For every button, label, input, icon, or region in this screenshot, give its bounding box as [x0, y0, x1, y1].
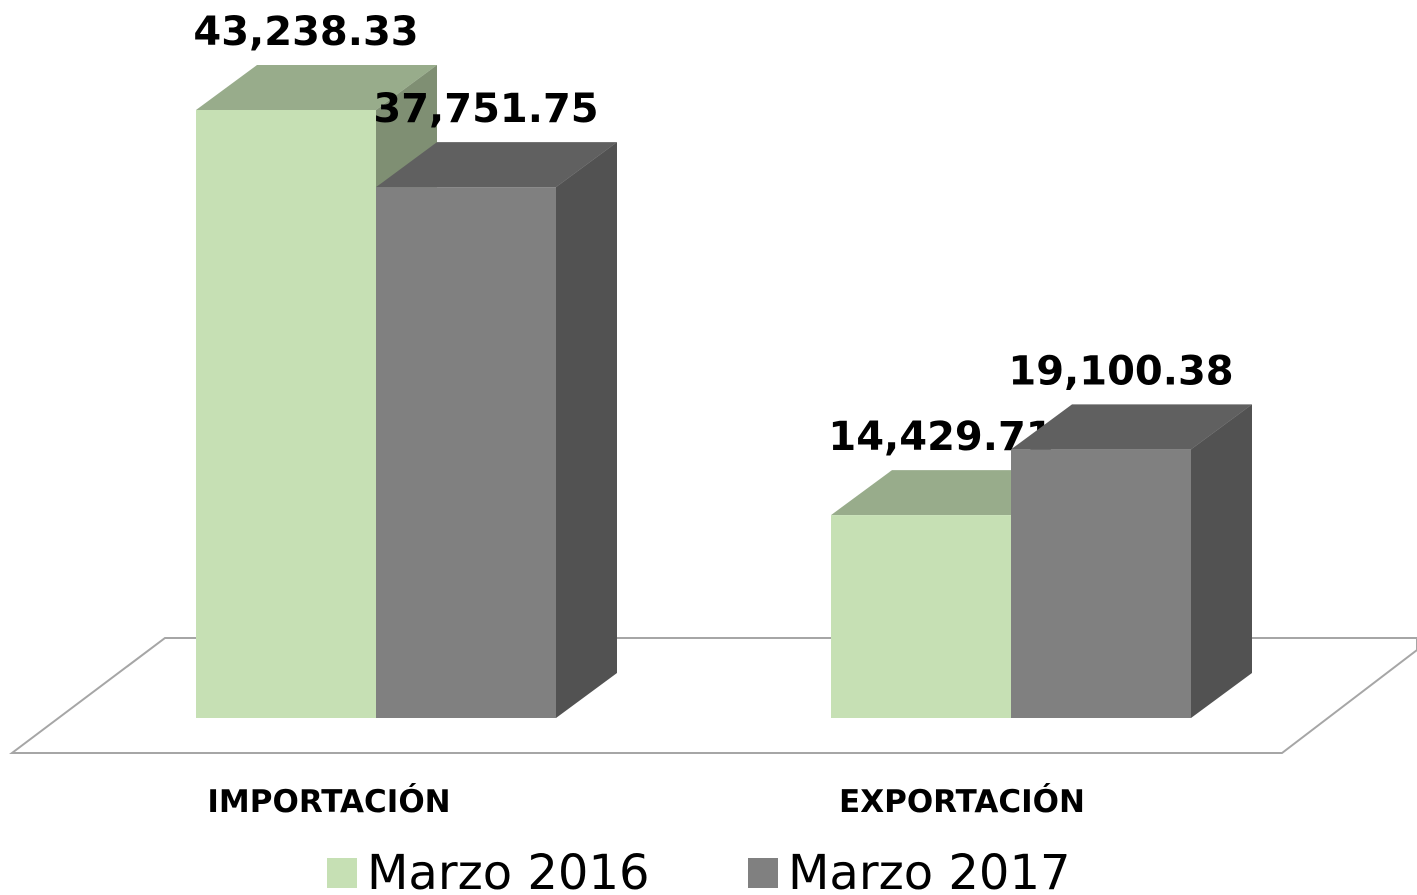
data-label: 19,100.38: [1008, 348, 1233, 394]
bar: [1011, 404, 1252, 718]
bar-front: [376, 187, 556, 718]
bar-side: [556, 142, 617, 718]
bar-top: [1011, 404, 1252, 450]
bar: [376, 142, 617, 718]
legend-label: Marzo 2016: [367, 845, 650, 895]
bar-front: [196, 110, 376, 718]
legend-swatch: [748, 858, 778, 888]
bar-top: [376, 142, 617, 188]
bar-side: [1191, 404, 1252, 718]
bar-top: [196, 65, 437, 110]
x-tick-label: IMPORTACIÓN: [207, 783, 450, 820]
data-label: 43,238.33: [193, 9, 418, 55]
legend-label: Marzo 2017: [788, 845, 1071, 895]
data-label: 37,751.75: [373, 86, 598, 132]
legend-swatch: [327, 858, 357, 888]
x-tick-label: EXPORTACIÓN: [839, 783, 1085, 820]
bar-front: [1011, 449, 1191, 718]
bar-front: [831, 515, 1011, 718]
